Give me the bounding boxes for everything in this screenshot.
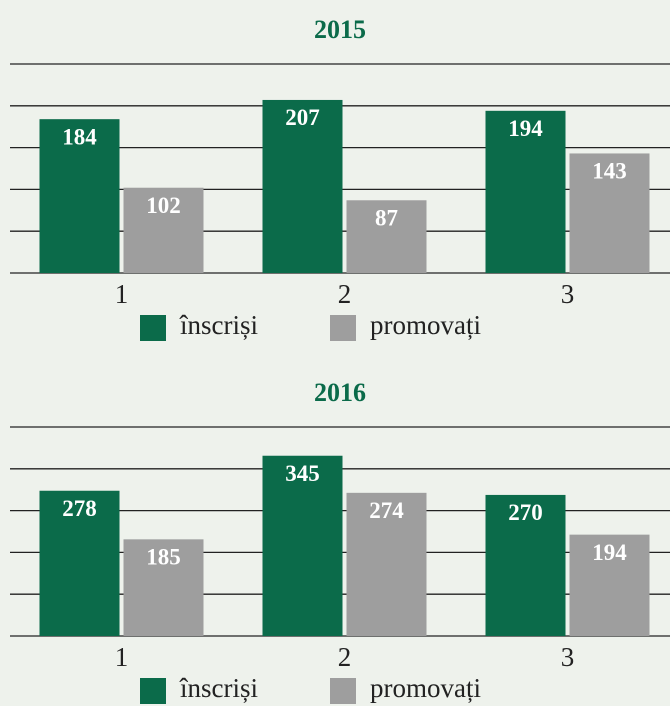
value-label: 185 bbox=[146, 545, 181, 570]
x-tick-label: 1 bbox=[115, 642, 129, 672]
chart-title: 2016 bbox=[314, 378, 366, 407]
value-label: 194 bbox=[508, 116, 543, 141]
bar bbox=[346, 492, 427, 636]
value-label: 207 bbox=[285, 105, 320, 130]
value-label: 194 bbox=[592, 540, 627, 565]
bar bbox=[39, 119, 120, 274]
bar bbox=[123, 539, 204, 636]
bar bbox=[346, 200, 427, 273]
x-tick-label: 2 bbox=[338, 279, 352, 309]
bar bbox=[262, 99, 343, 273]
bar bbox=[485, 110, 566, 273]
bar bbox=[262, 455, 343, 636]
bar bbox=[39, 490, 120, 636]
value-label: 87 bbox=[375, 206, 398, 231]
bar bbox=[123, 187, 204, 273]
value-label: 102 bbox=[146, 193, 181, 218]
x-tick-label: 3 bbox=[561, 642, 575, 672]
value-label: 270 bbox=[508, 500, 543, 525]
legend-swatch bbox=[140, 315, 166, 341]
x-tick-label: 1 bbox=[115, 279, 129, 309]
value-label: 278 bbox=[62, 496, 97, 521]
bar bbox=[569, 534, 650, 636]
bar bbox=[485, 494, 566, 636]
value-label: 184 bbox=[62, 124, 97, 149]
legend-label: promovați bbox=[370, 310, 481, 340]
value-label: 345 bbox=[285, 461, 320, 486]
value-label: 143 bbox=[592, 159, 627, 184]
chart-title: 2015 bbox=[314, 15, 366, 44]
legend-label: promovați bbox=[370, 673, 481, 703]
legend-swatch bbox=[140, 678, 166, 704]
legend-swatch bbox=[330, 678, 356, 704]
x-tick-label: 2 bbox=[338, 642, 352, 672]
x-tick-label: 3 bbox=[561, 279, 575, 309]
legend-label: înscriși bbox=[179, 310, 258, 340]
legend-swatch bbox=[330, 315, 356, 341]
legend-label: înscriși bbox=[179, 673, 258, 703]
bar bbox=[569, 153, 650, 273]
value-label: 274 bbox=[369, 498, 404, 523]
